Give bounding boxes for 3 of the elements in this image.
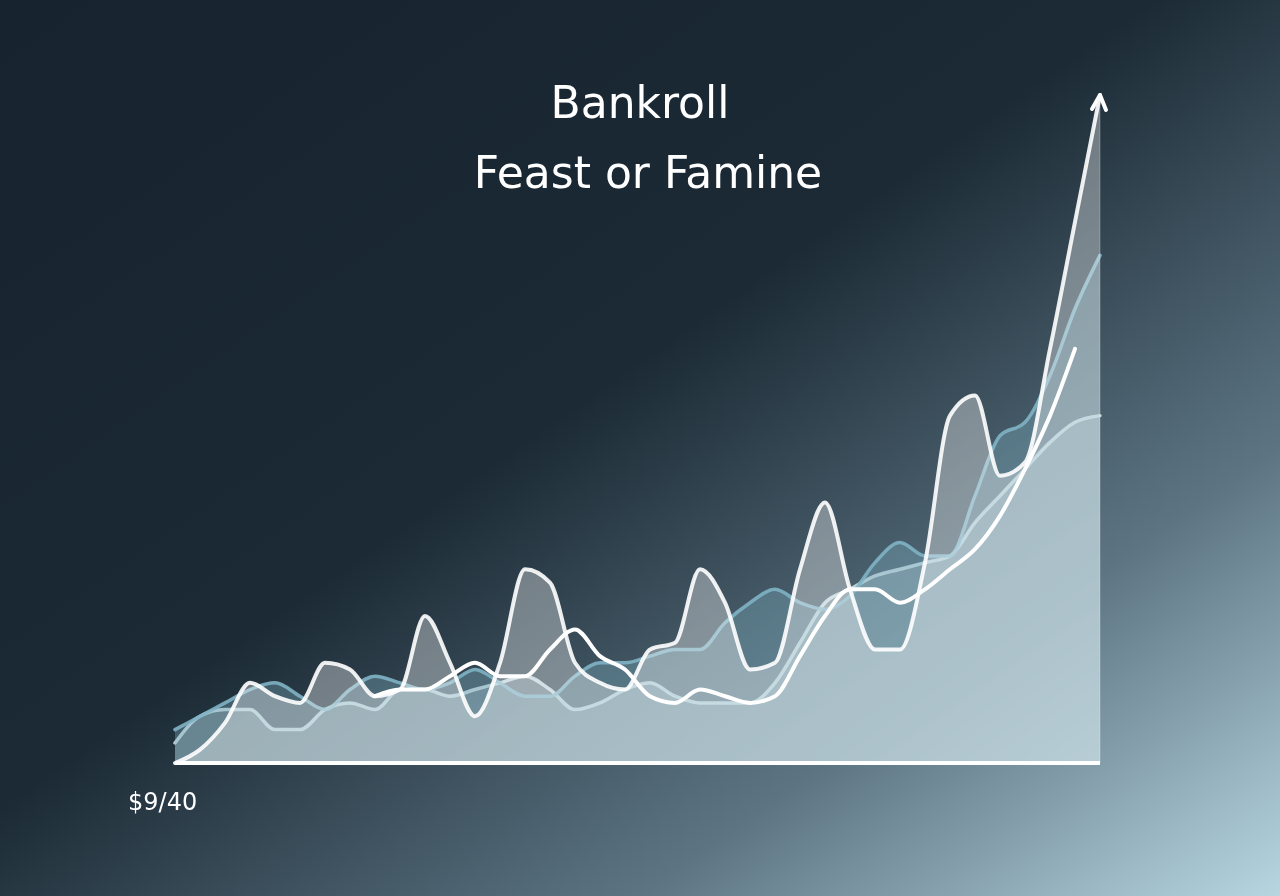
text: $9/40 — [128, 788, 198, 816]
chart-title: Bankroll — [550, 77, 730, 128]
text: Feast or Famine — [473, 147, 823, 198]
